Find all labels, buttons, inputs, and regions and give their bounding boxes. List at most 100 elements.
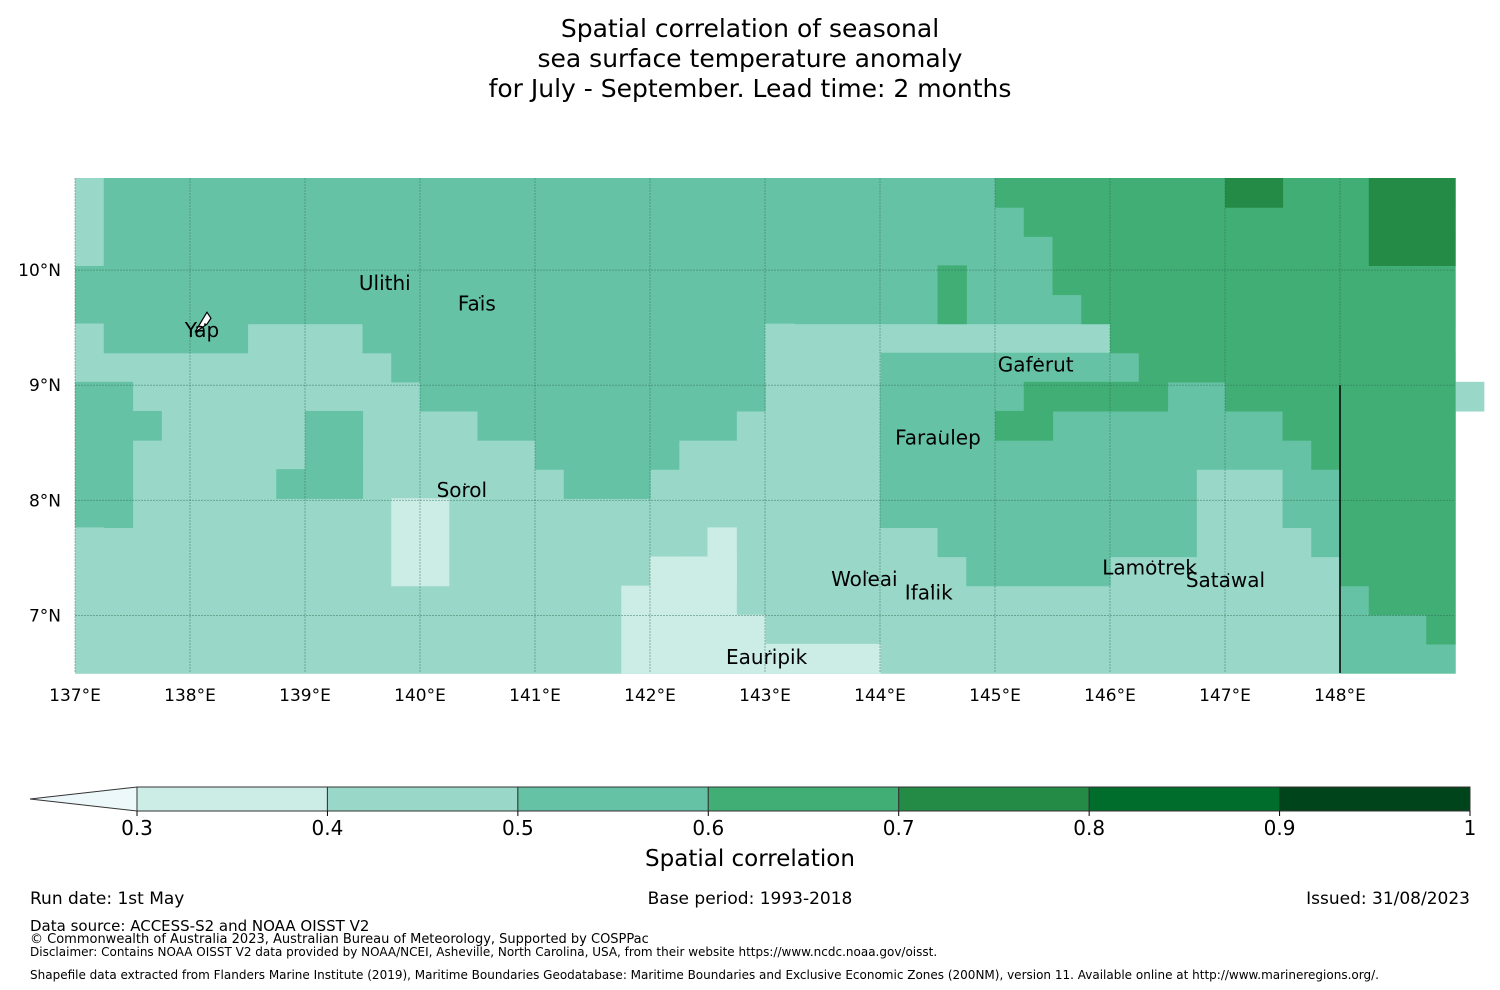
map-title: Spatial correlation of seasonal sea surf… bbox=[0, 14, 1500, 104]
grid-cell bbox=[305, 440, 364, 470]
colorbar-boxes bbox=[29, 786, 1471, 812]
grid-cell bbox=[937, 527, 1197, 558]
grid-cell bbox=[880, 498, 1197, 529]
grid-cell bbox=[563, 469, 651, 499]
longitude-tick-label: 141°E bbox=[509, 686, 561, 706]
place-label: Woleai bbox=[831, 567, 898, 591]
place-marker bbox=[1151, 560, 1154, 563]
colorbar: 0.3 0.4 0.5 0.6 0.7 0.8 0.9 1 bbox=[29, 786, 1476, 840]
grid-cell bbox=[305, 410, 364, 441]
grid-cell bbox=[75, 178, 105, 237]
yap-island-outline bbox=[194, 311, 212, 333]
grid-cell bbox=[966, 556, 1111, 587]
place-marker bbox=[204, 323, 206, 326]
title-line-1: Spatial correlation of seasonal bbox=[560, 14, 940, 43]
latitude-tick-label: 7°N bbox=[29, 606, 61, 626]
grid-cell bbox=[1110, 323, 1456, 354]
issued-date: Issued: 31/08/2023 bbox=[1306, 889, 1470, 909]
longitude-tick-label: 148°E bbox=[1314, 686, 1366, 706]
colorbar-label: Spatial correlation bbox=[645, 846, 855, 872]
latitude-tick-labels: 10°N 9°N 8°N 7°N bbox=[18, 261, 61, 626]
grid-cell bbox=[1368, 585, 1456, 616]
longitude-tick-label: 143°E bbox=[739, 686, 791, 706]
longitude-tick-label: 138°E bbox=[164, 686, 216, 706]
colorbar-tick-label: 0.5 bbox=[502, 816, 534, 840]
longitude-tick-labels: 137°E 138°E 139°E 140°E 141°E 142°E 143°E 144°E… bbox=[49, 686, 1366, 706]
place-label: Gaferut bbox=[998, 353, 1074, 377]
title-line-2: sea surface temperature anomaly bbox=[537, 44, 963, 73]
colorbar-tick-label: 0.9 bbox=[1264, 816, 1296, 840]
longitude-tick-label: 140°E bbox=[394, 686, 446, 706]
grid-cell bbox=[1282, 410, 1456, 441]
correlation-map: Ulithi Fais Yap Gaferut Faraulep Sorol Woleai I… bbox=[18, 178, 1485, 706]
graticule bbox=[74, 178, 1455, 673]
place-marker bbox=[930, 585, 933, 588]
latitude-tick-label: 10°N bbox=[18, 261, 61, 281]
grid-cell bbox=[391, 498, 450, 587]
grid-cell bbox=[765, 323, 795, 383]
place-marker bbox=[478, 296, 481, 299]
place-marker bbox=[866, 571, 869, 574]
grid-cell bbox=[1426, 614, 1456, 645]
grid-cell bbox=[650, 556, 737, 587]
colorbar-box bbox=[1088, 786, 1281, 812]
grid-cell bbox=[132, 323, 249, 354]
place-label: Ifalik bbox=[905, 581, 953, 605]
grid-cell bbox=[621, 585, 737, 674]
colorbar-box bbox=[517, 786, 709, 812]
longitude-tick-label: 146°E bbox=[1084, 686, 1136, 706]
place-marker bbox=[463, 483, 466, 486]
run-date: Run date: 1st May bbox=[30, 889, 185, 909]
longitude-tick-label: 144°E bbox=[854, 686, 906, 706]
colorbar-box bbox=[1279, 786, 1471, 812]
grid-cell bbox=[477, 410, 737, 441]
grid-cell bbox=[995, 410, 1054, 441]
grid-cell bbox=[276, 469, 364, 499]
correlation-grid bbox=[75, 178, 1485, 674]
grid-cell bbox=[103, 323, 134, 354]
colorbar-tick-label: 0.7 bbox=[883, 816, 915, 840]
grid-cell bbox=[75, 440, 134, 529]
place-marker bbox=[768, 650, 771, 653]
grid-cell bbox=[75, 381, 134, 412]
place-label: Sorol bbox=[437, 478, 488, 502]
grid-cell bbox=[75, 527, 105, 558]
colorbar-box bbox=[898, 786, 1090, 812]
grid-cell bbox=[391, 352, 766, 383]
longitude-tick-label: 147°E bbox=[1199, 686, 1251, 706]
place-label: Fais bbox=[458, 292, 496, 316]
grid-cell bbox=[1368, 178, 1456, 266]
grid-cell bbox=[765, 643, 881, 674]
grid-cell bbox=[1311, 440, 1456, 470]
colorbar-box bbox=[136, 786, 328, 812]
base-period: Base period: 1993-2018 bbox=[647, 889, 853, 909]
grid-cell bbox=[420, 381, 766, 412]
colorbar-tick-label: 0.8 bbox=[1073, 816, 1105, 840]
grid-cell bbox=[880, 469, 1197, 499]
yap-island-shape bbox=[194, 311, 212, 333]
grid-cell bbox=[937, 265, 967, 325]
grid-cell bbox=[736, 614, 766, 674]
colorbar-tick-label: 0.4 bbox=[312, 816, 344, 840]
grid-cell bbox=[1138, 352, 1456, 383]
longitude-tick-label: 145°E bbox=[969, 686, 1021, 706]
place-marker bbox=[1227, 573, 1230, 575]
place-label: Ulithi bbox=[359, 271, 411, 295]
grid-cell bbox=[1340, 469, 1456, 587]
grid-cell bbox=[535, 440, 680, 470]
place-label: Yap bbox=[184, 318, 219, 342]
colorbar-tick-labels: 0.3 0.4 0.5 0.6 0.7 0.8 0.9 1 bbox=[121, 811, 1476, 840]
grid-cell bbox=[793, 323, 824, 354]
place-marker bbox=[1037, 357, 1040, 360]
shapefile-credit: Shapefile data extracted from Flanders M… bbox=[30, 968, 1379, 982]
data-source: Data source: ACCESS-S2 and NOAA OISST V2 bbox=[30, 917, 370, 935]
place-label: Eauripik bbox=[726, 645, 808, 669]
grid-cell bbox=[707, 527, 737, 558]
latitude-tick-label: 8°N bbox=[29, 491, 61, 511]
place-marker bbox=[940, 430, 942, 433]
colorbar-box bbox=[707, 786, 900, 812]
grid-cell bbox=[1081, 294, 1456, 325]
longitude-tick-label: 139°E bbox=[279, 686, 331, 706]
colorbar-tick-label: 1 bbox=[1464, 816, 1477, 840]
grid-cell bbox=[1225, 178, 1284, 208]
